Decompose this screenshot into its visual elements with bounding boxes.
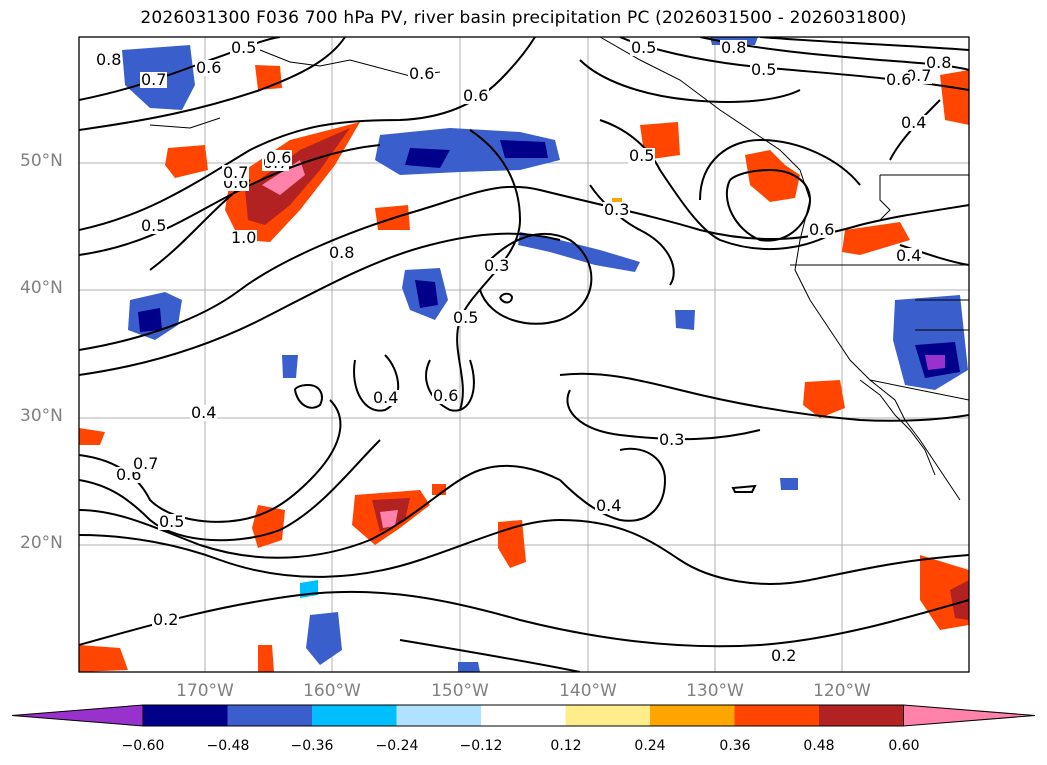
lat-label: 20°N xyxy=(20,533,63,553)
precip-positive-area xyxy=(940,70,969,125)
lon-label: 160°W xyxy=(303,681,361,701)
colorbar-outline xyxy=(142,704,904,727)
contour-label: 0.8 xyxy=(925,53,953,72)
contour-label: 0.5 xyxy=(630,38,658,57)
contour-label: 0.3 xyxy=(483,256,511,275)
precip-negative-area xyxy=(458,662,480,672)
precip-negative-area xyxy=(780,478,798,490)
contour-label: 0.4 xyxy=(595,496,623,515)
colorbar-segment xyxy=(227,705,313,726)
contour-label: 0.4 xyxy=(895,246,923,265)
contour-label: 0.5 xyxy=(452,308,480,327)
colorbar-segment xyxy=(481,705,566,726)
colorbar xyxy=(11,704,1036,727)
lon-label: 140°W xyxy=(559,681,617,701)
colorbar-tick-label: 0.24 xyxy=(634,738,666,754)
colorbar-tick-label: 0.60 xyxy=(888,738,920,754)
lon-label: 130°W xyxy=(686,681,744,701)
precip-positive-area xyxy=(252,505,285,548)
colorbar-extend-left xyxy=(11,704,144,727)
contour-label: 0.8 xyxy=(720,38,748,57)
contour-label: 0.7 xyxy=(132,454,160,473)
contour-label: 0.5 xyxy=(140,216,168,235)
contour-label: 0.4 xyxy=(190,403,218,422)
contour-label: 0.8 xyxy=(328,243,356,262)
precip-positive-area xyxy=(79,428,105,445)
colorbar-segment xyxy=(565,705,651,726)
contour-label: 0.7 xyxy=(222,163,250,182)
colorbar-segment xyxy=(312,705,397,726)
colorbar-tick-label: −0.12 xyxy=(459,738,503,754)
contour-label: 0.7 xyxy=(140,70,168,89)
contour-label: 0.6 xyxy=(265,148,293,167)
precip-positive-area xyxy=(165,145,208,178)
precip-positive-area xyxy=(79,645,128,672)
colorbar-segment xyxy=(650,705,735,726)
colorbar-tick-label: 0.48 xyxy=(803,738,835,754)
lon-label: 120°W xyxy=(813,681,871,701)
colorbar-segment xyxy=(734,705,820,726)
colorbar-tick-label: −0.60 xyxy=(121,738,165,754)
contour-label: 0.6 xyxy=(885,70,913,89)
map-title: 2026031300 F036 700 hPa PV, river basin … xyxy=(140,8,907,28)
contour-label: 0.6 xyxy=(195,58,223,77)
colorbar-tick-label: 0.12 xyxy=(550,738,582,754)
contour-label: 0.3 xyxy=(658,430,686,449)
contour-label: 0.4 xyxy=(900,113,928,132)
colorbar-tick-label: 0.36 xyxy=(719,738,751,754)
map-frame xyxy=(79,37,969,672)
contour-label: 1.0 xyxy=(230,228,258,247)
contour-label: 0.5 xyxy=(230,38,258,57)
precip-negative-area xyxy=(518,232,640,272)
precip-positive-area xyxy=(498,520,526,568)
precip-negative-area xyxy=(675,310,695,330)
precip-negative-area xyxy=(282,355,298,378)
lat-label: 30°N xyxy=(20,406,63,426)
contour-label: 0.6 xyxy=(408,64,436,83)
lat-label: 40°N xyxy=(20,278,63,298)
contour-label: 0.6 xyxy=(432,386,460,405)
lat-label: 50°N xyxy=(20,151,63,171)
contour-label: 0.5 xyxy=(158,512,186,531)
colorbar-segment xyxy=(819,705,904,726)
contour-label: 0.3 xyxy=(603,200,631,219)
map-border xyxy=(78,36,970,673)
contour-label: 0.4 xyxy=(372,388,400,407)
colorbar-tick-label: −0.36 xyxy=(290,738,334,754)
colorbar-segment xyxy=(396,705,482,726)
precip-negative-area xyxy=(306,612,342,665)
pv-contours xyxy=(79,37,969,672)
contour-label: 0.6 xyxy=(808,220,836,239)
lon-label: 170°W xyxy=(176,681,234,701)
colorbar-tick-label: −0.48 xyxy=(206,738,250,754)
precip-shading xyxy=(79,37,969,672)
contour-label: 0.5 xyxy=(750,60,778,79)
contour-label: 0.8 xyxy=(95,50,123,69)
colorbar-segment xyxy=(143,705,228,726)
colorbar-extend-right xyxy=(903,704,1036,727)
precip-positive-area xyxy=(803,380,845,418)
precip-positive-area xyxy=(258,645,274,672)
precip-positive-area xyxy=(745,150,800,202)
contour-label: 0.2 xyxy=(770,646,798,665)
precip-positive-area xyxy=(842,222,910,255)
contour-label: 0.6 xyxy=(462,86,490,105)
contour-label: 0.2 xyxy=(152,610,180,629)
colorbar-tick-label: −0.24 xyxy=(375,738,419,754)
lon-label: 150°W xyxy=(431,681,489,701)
contour-label: 0.5 xyxy=(628,146,656,165)
